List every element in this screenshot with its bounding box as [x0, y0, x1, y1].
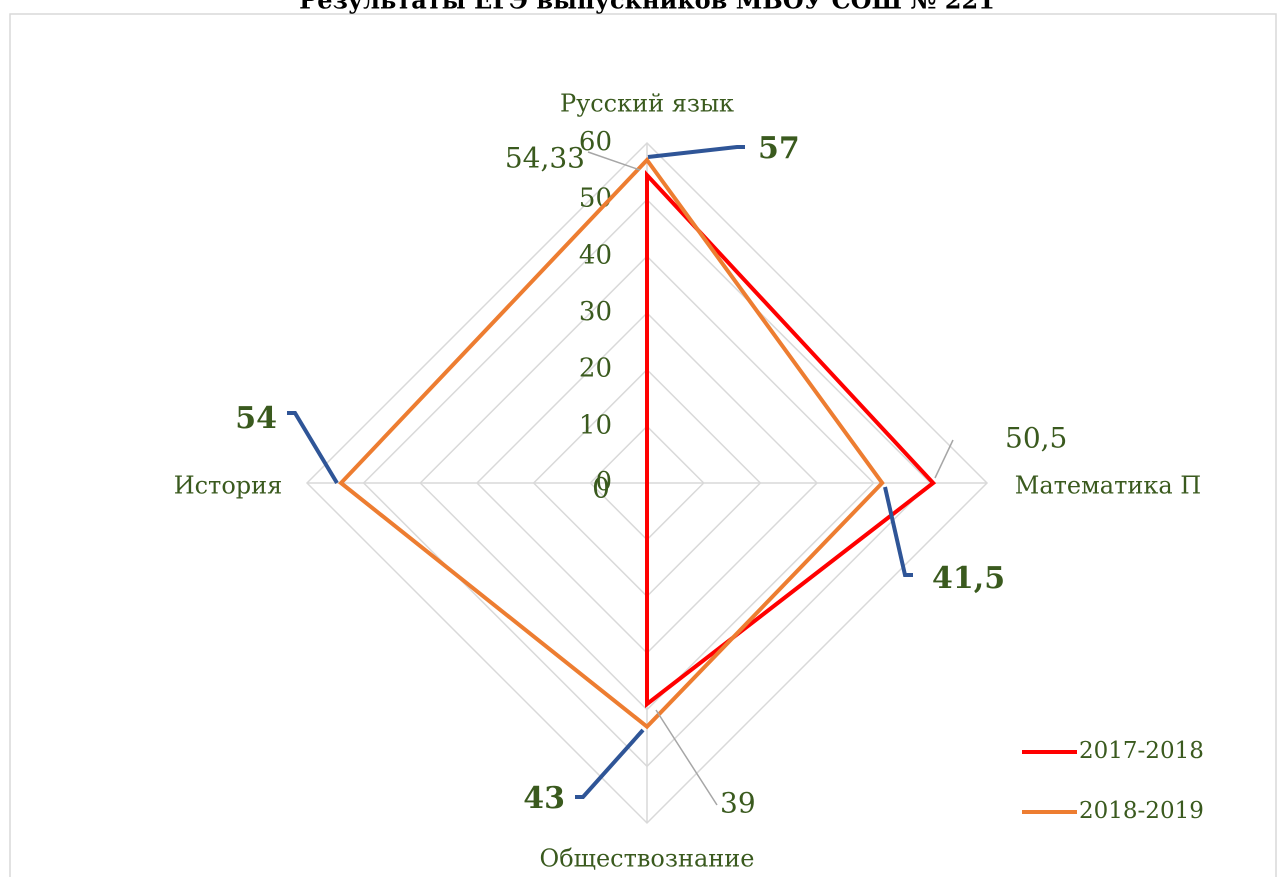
leader-line — [934, 439, 954, 479]
data-label: 57 — [758, 131, 800, 166]
category-label: История — [174, 472, 283, 500]
data-label: 0 — [592, 472, 610, 505]
r-tick-label: 40 — [579, 240, 612, 270]
r-tick-label: 30 — [579, 297, 612, 327]
r-tick-label: 10 — [579, 410, 612, 440]
r-tick-label: 60 — [579, 127, 612, 157]
r-tick-label: 50 — [579, 184, 612, 214]
leader-line — [287, 411, 339, 485]
data-label: 43 — [523, 781, 565, 816]
r-tick-label: 20 — [579, 354, 612, 384]
data-label: 54 — [235, 401, 277, 436]
leader-line — [647, 145, 745, 159]
chart-border — [9, 13, 1277, 877]
data-label: 50,5 — [1005, 422, 1067, 455]
data-label: 39 — [720, 787, 756, 820]
r-tick-label: 0 — [595, 467, 612, 497]
legend-label: 2017-2018 — [1079, 738, 1204, 764]
data-label: 41,5 — [932, 561, 1005, 596]
category-label: Обществознание — [540, 845, 755, 873]
leader-line — [883, 486, 913, 577]
series-line — [338, 156, 885, 730]
category-label: Математика П — [1015, 472, 1201, 500]
legend-label: 2018-2019 — [1079, 798, 1204, 824]
chart-title: Результаты ЕГЭ выпускников МБОУ СОШ № 22… — [299, 0, 995, 15]
category-label: Русский язык — [560, 90, 734, 118]
data-label: 54,33 — [505, 142, 585, 175]
series-line — [645, 170, 937, 709]
leader-line — [655, 709, 718, 806]
leader-line — [575, 728, 645, 799]
leader-line — [587, 151, 641, 171]
